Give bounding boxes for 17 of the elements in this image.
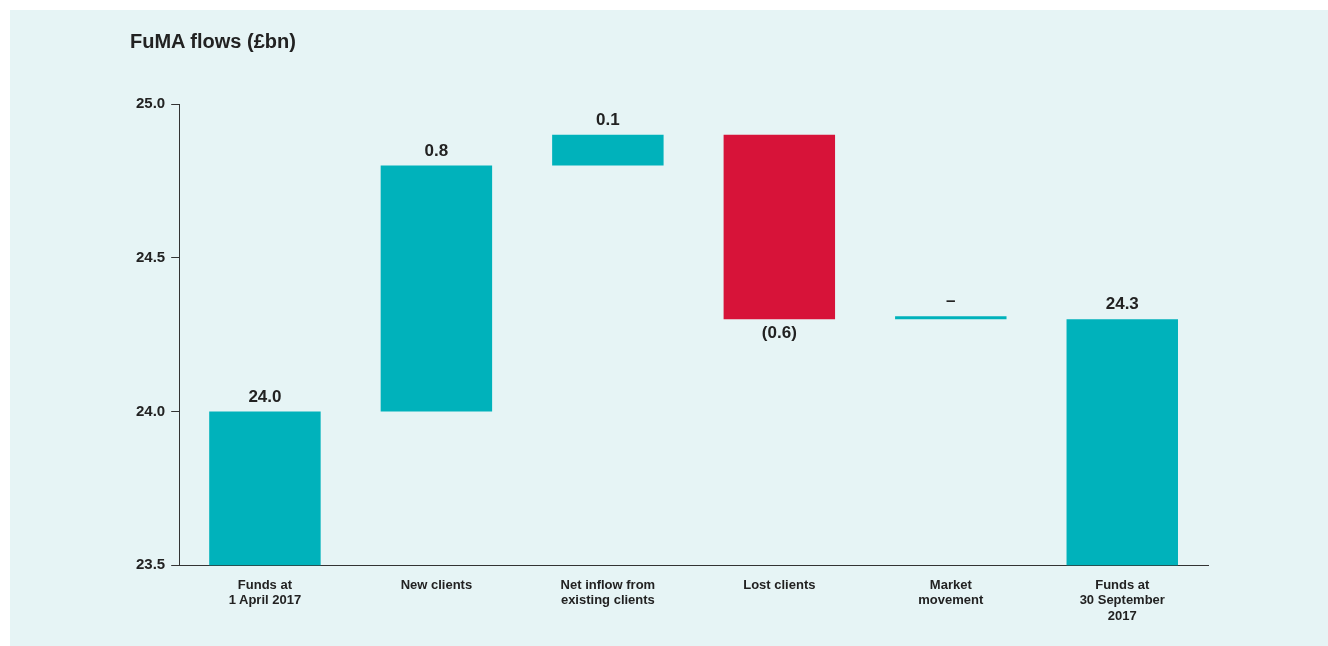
data-label: 0.8 [424, 140, 449, 160]
x-tick-label: Lost clients [743, 576, 816, 592]
data-label: 0.1 [596, 109, 620, 129]
y-tick-label: 24.0 [135, 401, 166, 419]
x-tick-label: Funds at 1 April 2017 [228, 576, 302, 608]
x-tick-label: New clients [400, 576, 473, 592]
data-label: – [946, 291, 956, 311]
x-tick-label: Funds at 30 September 2017 [1079, 576, 1165, 623]
y-tick-label: 24.5 [135, 247, 166, 265]
data-label: 24.0 [248, 386, 282, 406]
x-tick-label: Net inflow from existing clients [560, 576, 656, 608]
x-tick-label: Market movement [918, 576, 984, 608]
data-label: 24.3 [1105, 294, 1139, 314]
y-tick-label: 25.0 [135, 94, 166, 112]
y-tick-label: 23.5 [135, 555, 166, 573]
data-label: (0.6) [761, 323, 797, 343]
chart-title: FuMA flows (£bn) [130, 29, 296, 52]
